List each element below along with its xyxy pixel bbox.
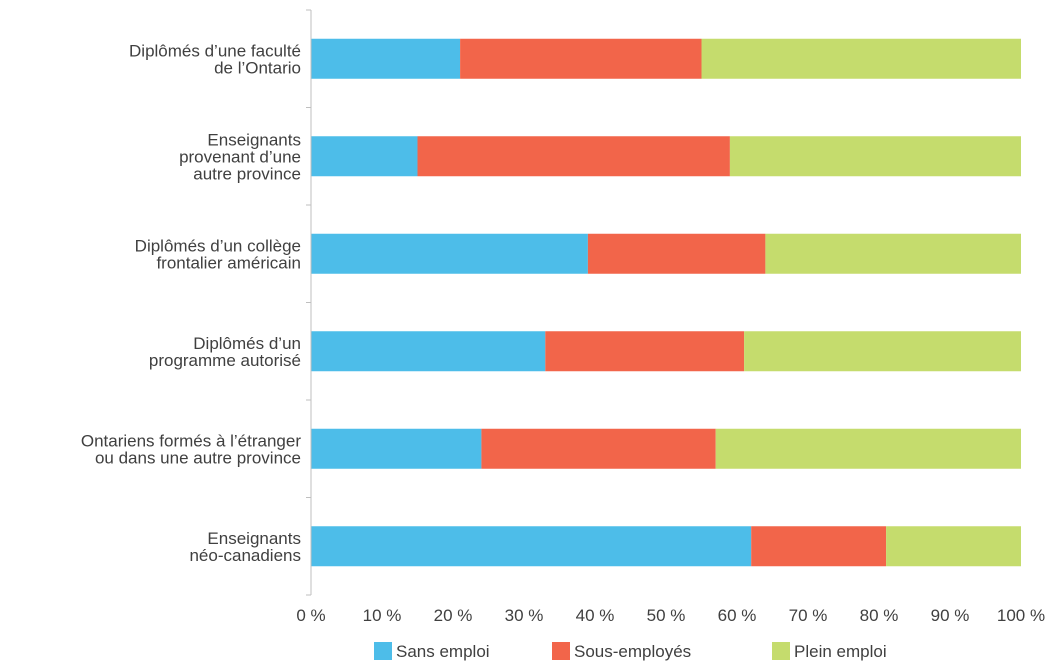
category-label: Ontariens formés à l’étranger ou dans une… (81, 431, 301, 467)
category-label-line: programme autorisé (149, 351, 301, 370)
category-label-line: frontalier américain (156, 253, 301, 272)
x-tick-label: 30 % (505, 606, 544, 625)
category-label-line: Enseignants (207, 529, 301, 548)
axis-layer (306, 9, 312, 596)
category-label-line: autre province (193, 164, 301, 183)
bar-segment (701, 38, 1021, 79)
bar-segment (765, 233, 1021, 274)
legend-label: Plein emploi (794, 642, 887, 661)
bar-segment (481, 428, 716, 469)
category-label: Enseignants provenant d’une autre province (179, 130, 301, 183)
x-tick-label: 60 % (718, 606, 757, 625)
bar-segment (744, 331, 1021, 372)
bar-segment (886, 526, 1021, 567)
bar-segment (715, 428, 1021, 469)
bar-segment (460, 38, 702, 79)
bar-segment (311, 136, 418, 177)
category-label-line: de l’Ontario (214, 58, 301, 77)
legend: Sans emploi Sous-employés Plein emploi (374, 642, 887, 661)
category-label: Diplômés d’une faculté de l’Ontario (129, 41, 301, 77)
legend-label: Sans emploi (396, 642, 490, 661)
bar-segment (417, 136, 730, 177)
category-label-line: Diplômés d’un (193, 334, 301, 353)
bar-segment (311, 38, 461, 79)
bars-layer (311, 38, 1021, 567)
bar-segment (587, 233, 766, 274)
bar-segment (545, 331, 745, 372)
x-tick-label: 90 % (931, 606, 970, 625)
x-tick-labels: 0 % 10 % 20 % 30 % 40 % 50 % 60 % 70 % 80 % 90 % 1… (296, 606, 1045, 625)
legend-item: Sous-employés (552, 642, 691, 661)
legend-item: Sans emploi (374, 642, 490, 661)
category-label: Diplômés d’un collège frontalier américai… (135, 236, 301, 272)
legend-swatch (772, 642, 790, 660)
x-tick-label: 40 % (576, 606, 615, 625)
category-label-line: provenant d’une (179, 147, 301, 166)
category-label-line: Diplômés d’un collège (135, 236, 301, 255)
category-label-line: Enseignants (207, 130, 301, 149)
category-label: Diplômés d’un programme autorisé (149, 334, 301, 370)
category-label: Enseignants néo-canadiens (189, 529, 301, 565)
bar-segment (311, 233, 588, 274)
bar-segment (311, 526, 752, 567)
legend-label: Sous-employés (574, 642, 691, 661)
category-label-line: néo-canadiens (189, 546, 301, 565)
legend-swatch (552, 642, 570, 660)
category-label-line: Diplômés d’une faculté (129, 41, 301, 60)
category-label-line: ou dans une autre province (95, 448, 301, 467)
bar-segment (751, 526, 887, 567)
x-tick-label: 80 % (860, 606, 899, 625)
bar-segment (311, 428, 482, 469)
bar-segment (311, 331, 546, 372)
bar-segment (729, 136, 1021, 177)
x-tick-label: 100 % (997, 606, 1045, 625)
x-tick-label: 0 % (296, 606, 325, 625)
x-tick-label: 20 % (434, 606, 473, 625)
legend-swatch (374, 642, 392, 660)
x-tick-label: 70 % (789, 606, 828, 625)
x-tick-label: 50 % (647, 606, 686, 625)
category-label-line: Ontariens formés à l’étranger (81, 431, 301, 450)
category-labels: Diplômés d’une faculté de l’Ontario Enseig… (81, 41, 301, 565)
legend-item: Plein emploi (772, 642, 887, 661)
x-tick-label: 10 % (363, 606, 402, 625)
